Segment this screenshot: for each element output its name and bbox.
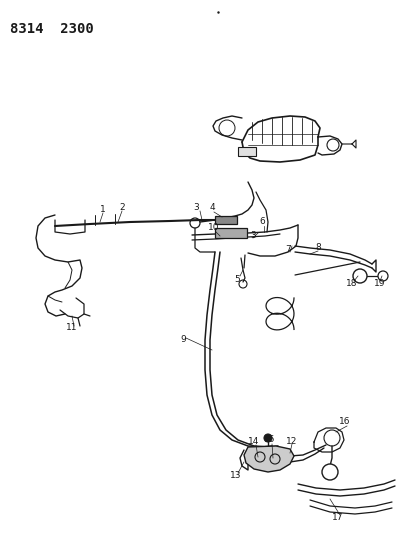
Circle shape	[264, 434, 272, 442]
Text: 2: 2	[119, 204, 125, 213]
Circle shape	[353, 269, 367, 283]
Text: 1: 1	[100, 206, 106, 214]
Text: 7: 7	[285, 246, 291, 254]
FancyBboxPatch shape	[215, 228, 247, 238]
Text: 15: 15	[264, 435, 276, 445]
Text: 4: 4	[209, 204, 215, 213]
Text: 8314  2300: 8314 2300	[10, 22, 94, 36]
Text: 14: 14	[248, 437, 260, 446]
Text: 9: 9	[180, 335, 186, 344]
FancyBboxPatch shape	[238, 147, 256, 156]
Text: 5: 5	[234, 276, 240, 285]
Polygon shape	[244, 446, 294, 472]
Text: 3: 3	[250, 231, 256, 240]
Text: 16: 16	[339, 417, 351, 426]
Circle shape	[322, 464, 338, 480]
Text: 11: 11	[66, 324, 78, 333]
Text: 10: 10	[208, 223, 220, 232]
Text: 6: 6	[259, 217, 265, 227]
Text: 3: 3	[193, 204, 199, 213]
FancyBboxPatch shape	[215, 216, 237, 224]
Text: 8: 8	[315, 244, 321, 253]
Text: 12: 12	[286, 437, 298, 446]
Text: 18: 18	[346, 279, 358, 288]
Text: 19: 19	[374, 279, 386, 288]
Text: 13: 13	[230, 472, 242, 481]
Text: 17: 17	[332, 513, 344, 522]
Circle shape	[378, 271, 388, 281]
